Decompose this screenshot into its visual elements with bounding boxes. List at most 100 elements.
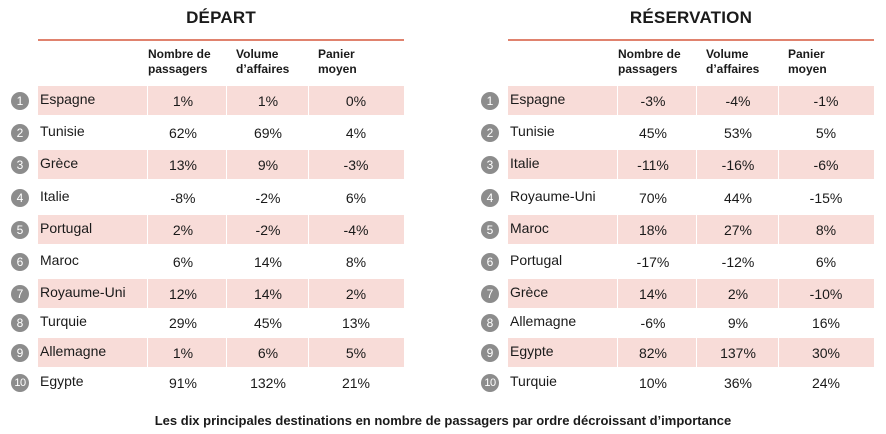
rank-badge: 6 <box>11 253 29 271</box>
row-band <box>508 86 874 115</box>
rank-badge: 10 <box>11 374 29 392</box>
passengers-value: 14% <box>638 286 668 302</box>
basket-value: 30% <box>811 345 841 361</box>
rank-badge: 3 <box>11 156 29 174</box>
turnover-value: -12% <box>721 254 755 270</box>
passengers-value: -6% <box>640 315 666 331</box>
table-row: 1 Espagne -3% -4% -1% <box>470 86 880 115</box>
turnover-value: 137% <box>720 345 756 361</box>
column-separator <box>696 338 697 367</box>
column-separator <box>147 150 148 179</box>
basket-value: 21% <box>341 375 371 391</box>
column-separator <box>617 338 618 367</box>
basket-value: 4% <box>345 125 367 141</box>
rank-badge: 3 <box>481 156 499 174</box>
passengers-value: 91% <box>168 375 198 391</box>
basket-value: 5% <box>815 125 837 141</box>
header-passengers: Nombre de passagers <box>618 47 681 76</box>
table-row: 9 Egypte 82% 137% 30% <box>470 338 880 367</box>
column-separator <box>617 86 618 115</box>
turnover-value: -4% <box>725 93 751 109</box>
passengers-value: 18% <box>638 222 668 238</box>
passengers-value: -3% <box>640 93 666 109</box>
rank-badge: 7 <box>481 285 499 303</box>
basket-value: 5% <box>345 345 367 361</box>
table-row: 1 Espagne 1% 1% 0% <box>0 86 410 115</box>
turnover-value: 6% <box>257 345 279 361</box>
caption: Les dix principales destinations en nomb… <box>154 413 732 428</box>
column-separator <box>617 215 618 244</box>
rank-badge: 5 <box>11 221 29 239</box>
passengers-value: -11% <box>637 157 669 173</box>
passengers-value: 13% <box>168 157 198 173</box>
turnover-value: 9% <box>727 315 749 331</box>
rank-badge: 9 <box>11 344 29 362</box>
basket-value: 13% <box>341 315 371 331</box>
rank-badge: 8 <box>481 314 499 332</box>
basket-value: -15% <box>809 190 843 206</box>
rank-badge: 10 <box>481 374 499 392</box>
row-band <box>38 338 404 367</box>
table-row: 5 Maroc 18% 27% 8% <box>470 215 880 244</box>
country-name: Egypte <box>40 373 84 389</box>
basket-value: 16% <box>811 315 841 331</box>
passengers-value: 1% <box>172 93 194 109</box>
table-row: 6 Maroc 6% 14% 8% <box>0 247 410 276</box>
country-name: Maroc <box>510 220 549 236</box>
country-name: Espagne <box>510 91 566 107</box>
country-name: Grèce <box>510 284 549 300</box>
country-name: Espagne <box>40 91 96 107</box>
country-name: Portugal <box>510 252 563 268</box>
passengers-value: 29% <box>168 315 198 331</box>
rank-badge: 5 <box>481 221 499 239</box>
table-row: 10 Egypte 91% 132% 21% <box>0 368 410 397</box>
column-separator <box>308 150 309 179</box>
country-name: Turquie <box>40 313 87 329</box>
country-name: Tunisie <box>40 123 85 139</box>
passengers-value: 70% <box>638 190 668 206</box>
table-row: 9 Allemagne 1% 6% 5% <box>0 338 410 367</box>
header-basket: Panier moyen <box>788 47 827 76</box>
table-row: 4 Italie -8% -2% 6% <box>0 183 410 212</box>
rank-badge: 4 <box>481 189 499 207</box>
basket-value: 24% <box>811 375 841 391</box>
row-band <box>38 150 404 179</box>
column-separator <box>696 86 697 115</box>
rank-badge: 9 <box>481 344 499 362</box>
country-name: Royaume-Uni <box>510 188 596 204</box>
header-rule <box>38 39 404 41</box>
turnover-value: 27% <box>723 222 753 238</box>
country-name: Grèce <box>40 155 79 171</box>
header-basket: Panier moyen <box>318 47 357 76</box>
column-separator <box>778 279 779 308</box>
basket-value: 8% <box>345 254 367 270</box>
turnover-value: 14% <box>253 286 283 302</box>
turnover-value: 2% <box>727 286 749 302</box>
column-separator <box>226 279 227 308</box>
column-separator <box>696 215 697 244</box>
column-separator <box>778 215 779 244</box>
rank-badge: 6 <box>481 253 499 271</box>
header-turnover: Volume d’affaires <box>706 47 760 76</box>
rank-badge: 2 <box>11 124 29 142</box>
column-separator <box>226 338 227 367</box>
table-row: 3 Italie -11% -16% -6% <box>470 150 880 179</box>
basket-value: -10% <box>809 286 843 302</box>
country-name: Egypte <box>510 343 554 359</box>
country-name: Italie <box>40 188 70 204</box>
table-row: 10 Turquie 10% 36% 24% <box>470 368 880 397</box>
rank-badge: 4 <box>11 189 29 207</box>
column-separator <box>226 86 227 115</box>
basket-value: 6% <box>815 254 837 270</box>
column-separator <box>617 150 618 179</box>
passengers-value: 1% <box>172 345 194 361</box>
turnover-value: 45% <box>253 315 283 331</box>
table-row: 7 Royaume-Uni 12% 14% 2% <box>0 279 410 308</box>
turnover-value: 69% <box>253 125 283 141</box>
column-separator <box>147 215 148 244</box>
basket-value: 0% <box>345 93 367 109</box>
row-band <box>38 279 404 308</box>
table-row: 8 Allemagne -6% 9% 16% <box>470 308 880 337</box>
basket-value: -3% <box>343 157 369 173</box>
passengers-value: 6% <box>172 254 194 270</box>
